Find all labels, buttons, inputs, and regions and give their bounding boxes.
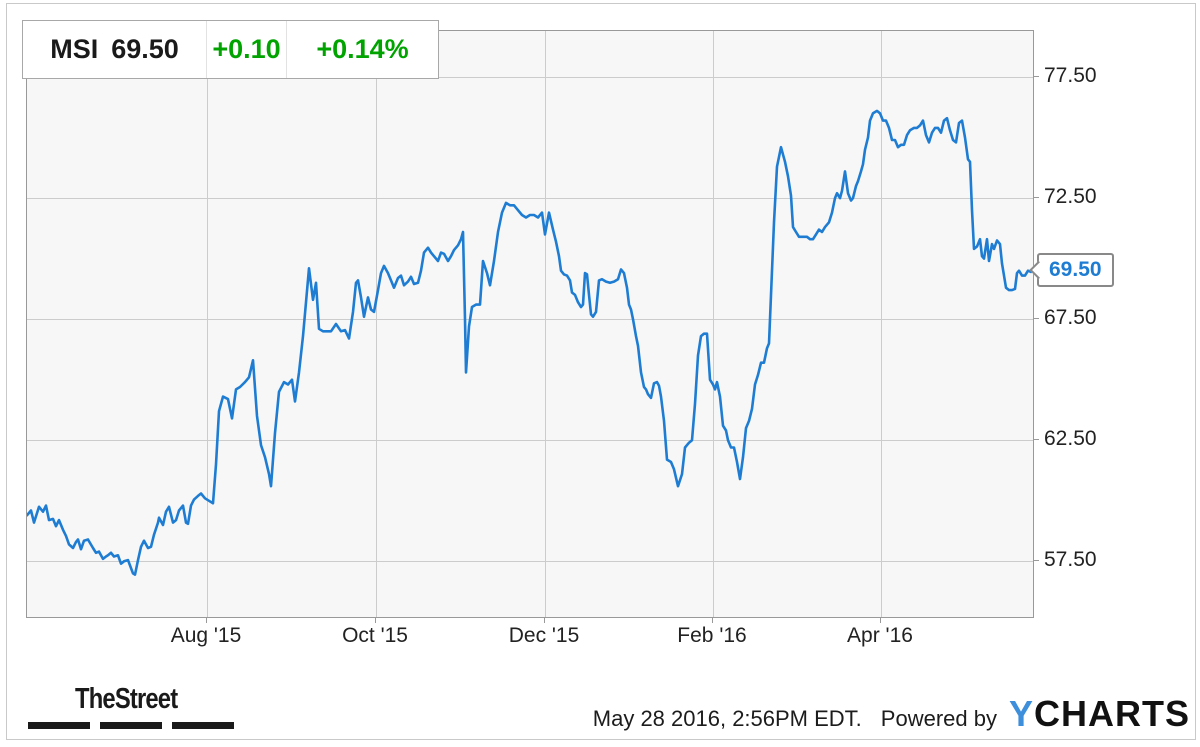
logo-dash (100, 722, 162, 729)
y-axis-tick (1033, 560, 1039, 561)
thestreet-logo: TheStreet (28, 683, 258, 729)
y-axis-label: 77.50 (1044, 64, 1097, 87)
ycharts-logo: YCHARTS (1009, 693, 1190, 735)
price-change-percent: +0.14% (316, 34, 409, 64)
x-axis-tick (206, 617, 207, 623)
x-axis-label: Aug '15 (170, 624, 242, 647)
y-axis-label: 72.50 (1044, 185, 1097, 208)
price-change-cell: +0.10 (207, 21, 287, 78)
last-price: 69.50 (111, 34, 179, 64)
x-axis-tick (712, 617, 713, 623)
ycharts-logo-y: Y (1008, 693, 1034, 734)
last-price-callout: 69.50 (1029, 253, 1114, 287)
ycharts-logo-charts: CHARTS (1034, 693, 1190, 734)
x-axis-label: Oct '15 (342, 624, 408, 647)
y-axis-label: 57.50 (1044, 548, 1097, 571)
logo-dash (172, 722, 234, 729)
plot-area[interactable] (26, 30, 1034, 618)
quote-timestamp: May 28 2016, 2:56PM EDT. (592, 706, 862, 731)
quote-symbol-price-cell: MSI 69.50 (23, 21, 207, 78)
callout-price-label: 69.50 (1049, 258, 1102, 281)
footer-attribution: May 28 2016, 2:56PM EDT. Powered by YCHA… (593, 693, 1190, 735)
x-axis-label: Feb '16 (677, 624, 747, 647)
price-line (27, 109, 1033, 576)
quote-header-box: MSI 69.50 +0.10 +0.14% (22, 20, 439, 79)
y-axis-label: 67.50 (1044, 306, 1097, 329)
y-axis-tick (1033, 439, 1039, 440)
powered-by-label: Powered by (880, 706, 997, 731)
x-axis-label: Apr '16 (847, 624, 913, 647)
thestreet-logo-dashes (28, 722, 258, 729)
y-axis-label: 62.50 (1044, 427, 1097, 450)
x-axis-tick (544, 617, 545, 623)
price-chart-svg (27, 31, 1033, 617)
x-axis-label: Dec '15 (508, 624, 580, 647)
y-axis-tick (1033, 318, 1039, 319)
y-axis-tick (1033, 197, 1039, 198)
x-axis-tick (375, 617, 376, 623)
price-change-pct-cell: +0.14% (287, 21, 438, 78)
price-change: +0.10 (212, 34, 281, 64)
ticker-symbol: MSI (50, 34, 99, 64)
y-axis-tick (1033, 76, 1039, 77)
logo-dash (28, 722, 90, 729)
x-axis-tick (880, 617, 881, 623)
thestreet-logo-text: TheStreet (75, 683, 178, 715)
